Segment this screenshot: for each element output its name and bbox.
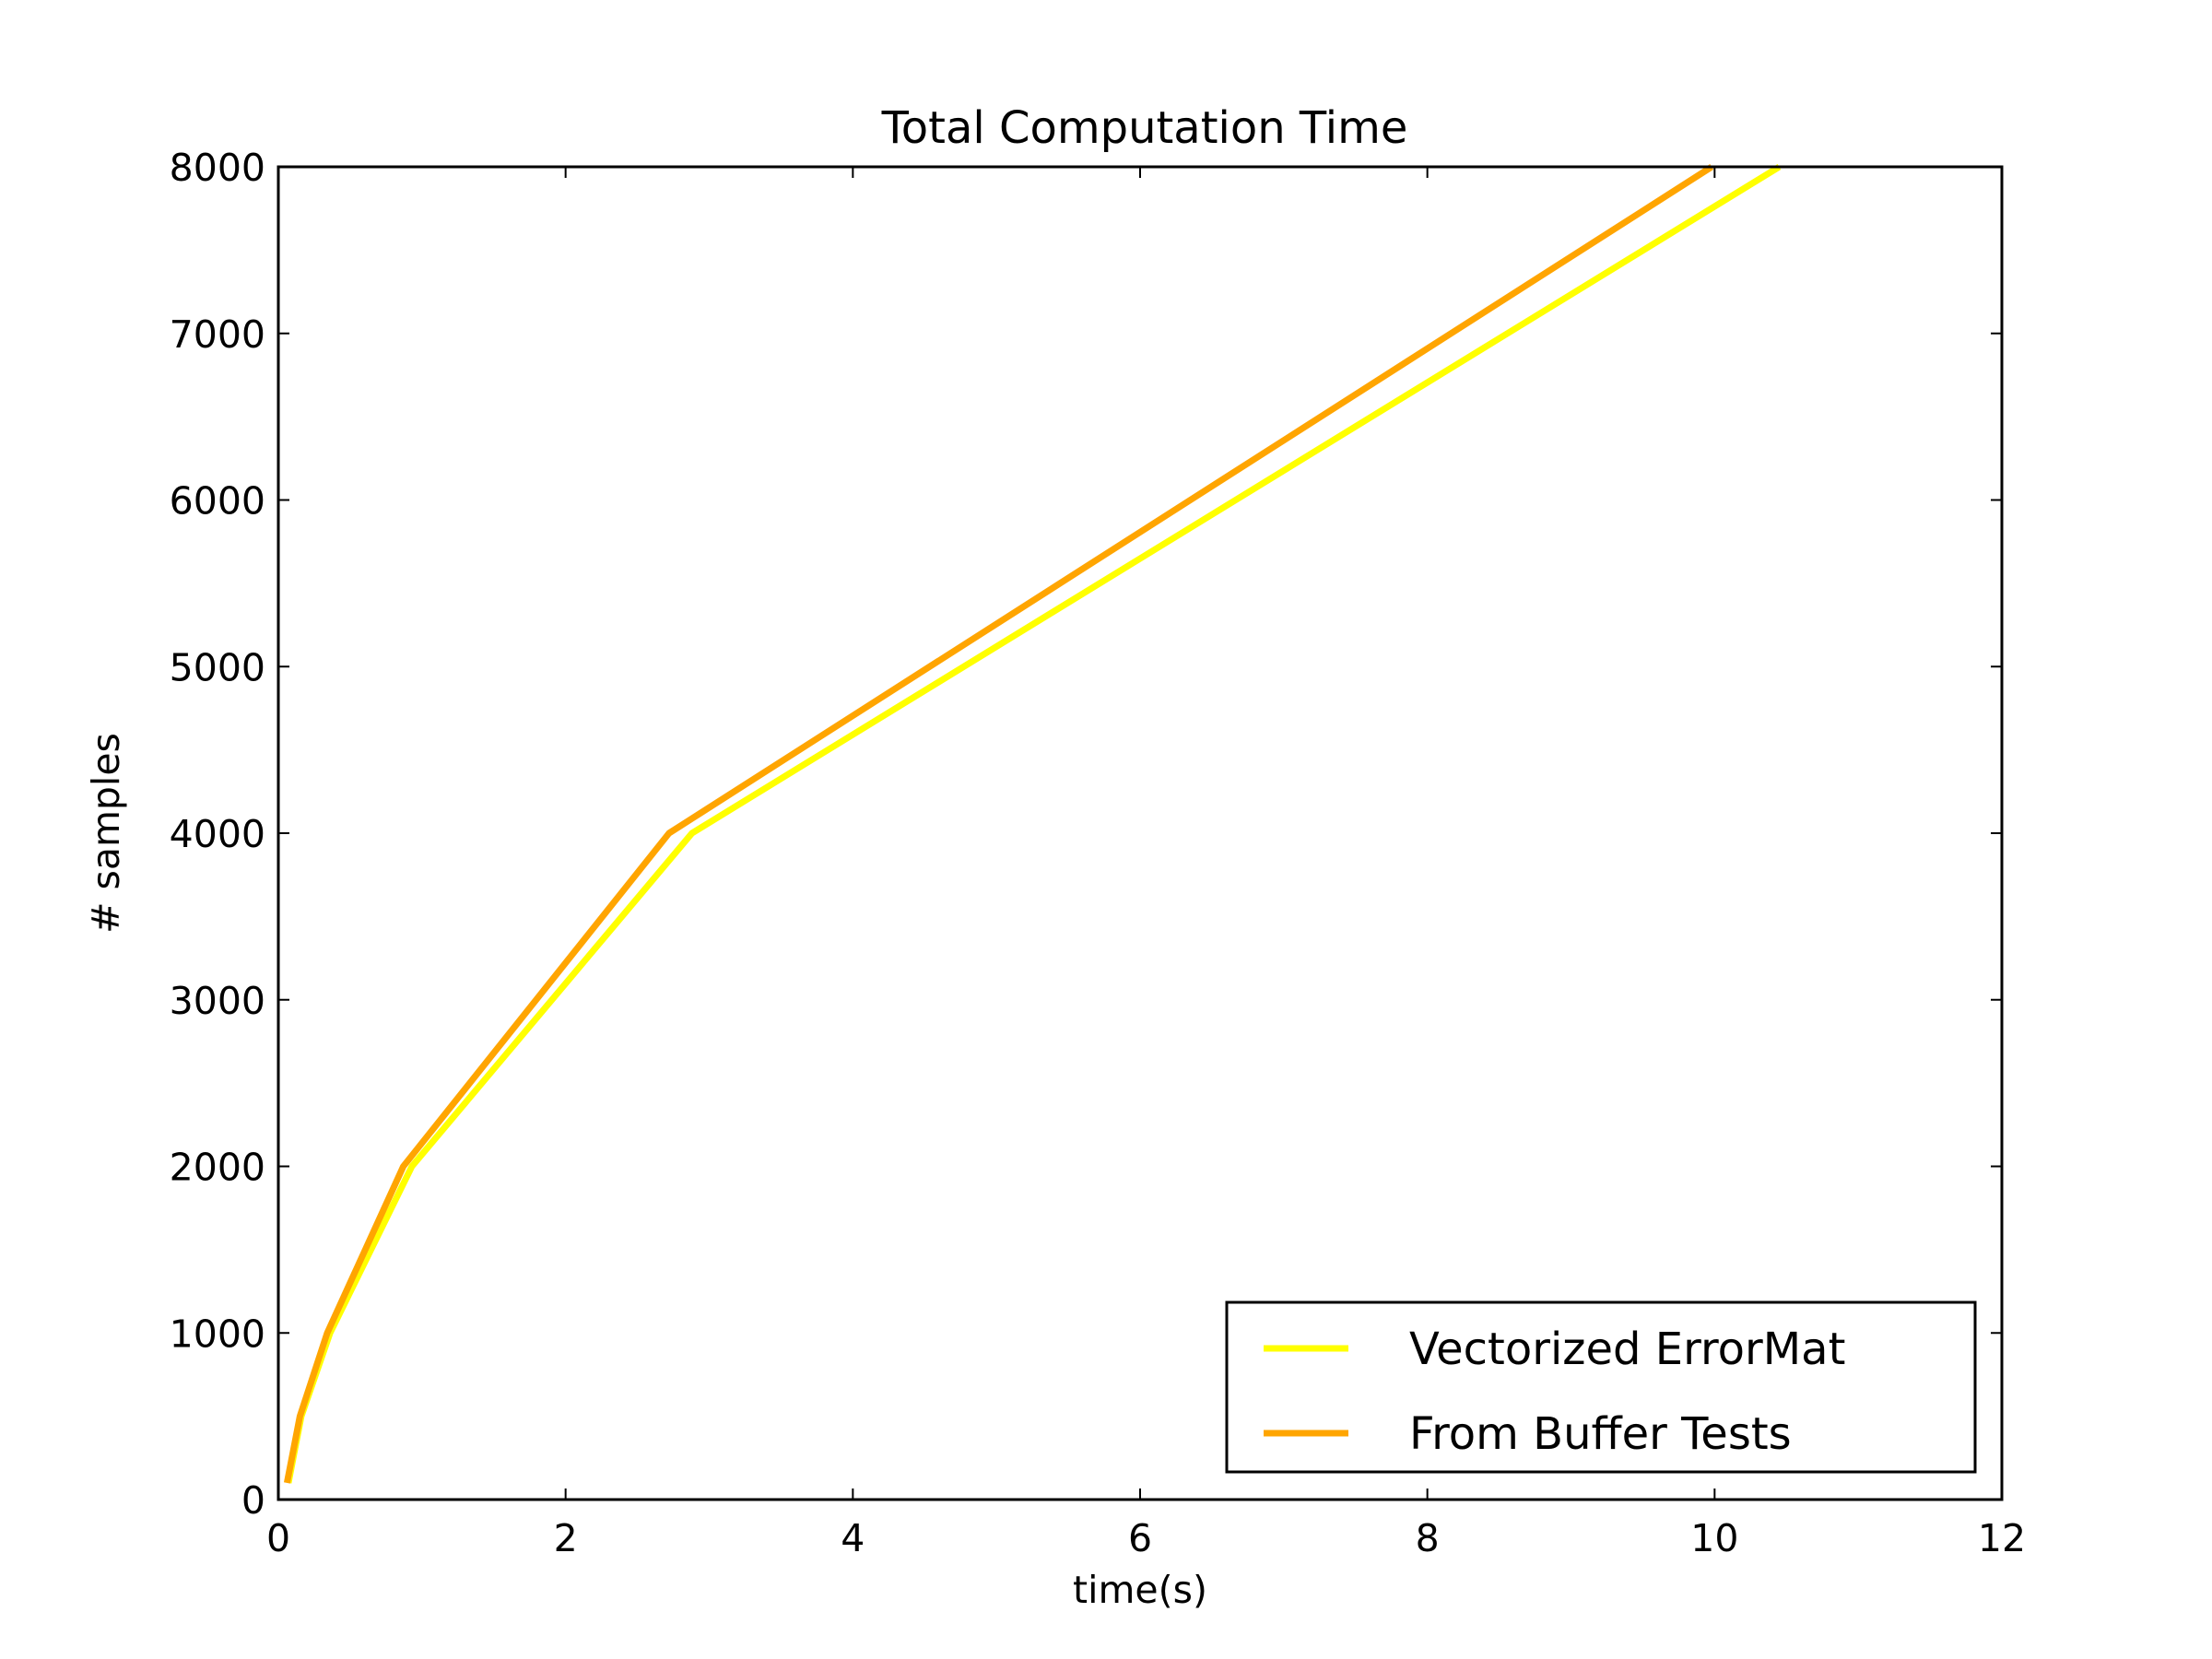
y-tick-label: 8000	[170, 146, 265, 190]
y-tick-label: 5000	[170, 645, 265, 689]
legend: Vectorized ErrorMat From Buffer Tests	[1225, 1300, 1977, 1474]
series-line-2	[283, 164, 1714, 1484]
x-tick-label: 2	[554, 1516, 578, 1560]
y-tick-label: 4000	[170, 812, 265, 856]
y-tick-label: 0	[241, 1478, 265, 1523]
y-tick-label: 7000	[170, 312, 265, 357]
x-tick-label: 8	[1416, 1516, 1440, 1560]
x-tick-label: 10	[1690, 1516, 1738, 1560]
legend-box	[1225, 1300, 1977, 1474]
y-tick-label: 3000	[170, 979, 265, 1023]
x-tick-label: 4	[841, 1516, 865, 1560]
legend-label-1: Vectorized ErrorMat	[1409, 1324, 1845, 1375]
y-tick-label: 2000	[170, 1146, 265, 1190]
ticks-layer: 0 2 4 6 8 10 12 0 1000 2000 3000 4000 5000 6000 7000 80…	[170, 146, 2026, 1560]
y-tick-label: 1000	[170, 1312, 265, 1356]
x-tick-label: 6	[1128, 1516, 1152, 1560]
y-axis-title: # samples	[84, 733, 128, 934]
x-tick-label: 0	[266, 1516, 290, 1560]
y-tick-label: 6000	[170, 479, 265, 524]
plot-frame	[276, 165, 2004, 1501]
legend-label-2: From Buffer Tests	[1409, 1408, 1792, 1460]
x-axis-title: time(s)	[1073, 1568, 1207, 1612]
series-layer	[283, 164, 1782, 1484]
chart-title: Total Computation Time	[881, 102, 1408, 154]
series-line-1	[285, 164, 1782, 1484]
x-tick-label: 12	[1978, 1516, 2026, 1560]
